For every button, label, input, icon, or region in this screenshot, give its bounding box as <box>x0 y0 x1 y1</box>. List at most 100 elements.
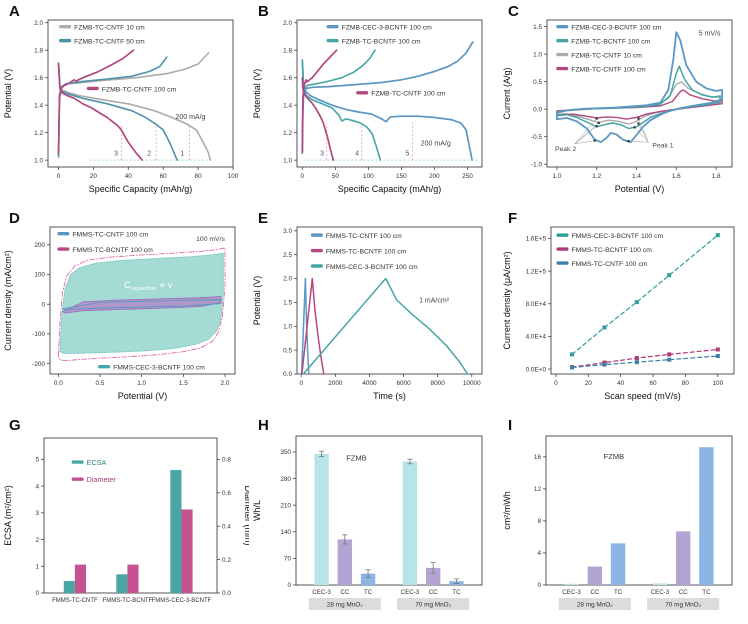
panel-a: A 0 20 40 60 80 100 1.0 1.2 1.4 1.6 1.8 2.0 Specific… <box>0 0 249 207</box>
svg-text:210: 210 <box>280 502 291 509</box>
svg-text:70 mg MnO₂: 70 mg MnO₂ <box>665 602 701 609</box>
svg-text:Potential (V): Potential (V) <box>252 276 262 326</box>
svg-text:3.0: 3.0 <box>283 228 292 235</box>
svg-text:1.4: 1.4 <box>34 102 43 109</box>
svg-text:ECSA (m²/cm²): ECSA (m²/cm²) <box>3 485 13 546</box>
svg-text:FZMB-TC-CNTF 10 cm: FZMB-TC-CNTF 10 cm <box>74 25 145 32</box>
svg-text:80: 80 <box>195 173 203 180</box>
svg-text:2.0: 2.0 <box>221 380 230 387</box>
svg-text:Current (A/g): Current (A/g) <box>502 67 512 119</box>
svg-text:1.8: 1.8 <box>712 173 721 180</box>
svg-text:1.0: 1.0 <box>283 157 292 164</box>
svg-text:5: 5 <box>35 457 39 464</box>
svg-text:1.2: 1.2 <box>592 173 601 180</box>
svg-text:FMMS-CEC-3-BCNTF: FMMS-CEC-3-BCNTF <box>152 598 212 604</box>
svg-text:10000: 10000 <box>463 380 481 387</box>
svg-text:200: 200 <box>34 242 45 249</box>
svg-text:cm²/mWh: cm²/mWh <box>502 491 512 530</box>
svg-text:0.0E+0: 0.0E+0 <box>526 366 547 373</box>
svg-text:CC: CC <box>590 589 599 596</box>
svg-text:-1.0: -1.0 <box>531 161 542 168</box>
svg-text:100 mV/s: 100 mV/s <box>196 236 225 243</box>
svg-text:FMMS-TC-BCNTF 100 cm: FMMS-TC-BCNTF 100 cm <box>326 248 407 255</box>
svg-text:2.0: 2.0 <box>34 20 43 27</box>
svg-text:200 mA/g: 200 mA/g <box>421 141 451 148</box>
svg-text:FZMB-TC-CNTF 100 cm: FZMB-TC-CNTF 100 cm <box>571 66 646 73</box>
svg-text:100: 100 <box>228 173 239 180</box>
svg-text:2.0: 2.0 <box>283 276 292 283</box>
svg-text:20: 20 <box>585 380 593 387</box>
svg-text:4: 4 <box>355 150 359 157</box>
svg-text:1.6E+5: 1.6E+5 <box>526 236 547 243</box>
svg-text:0: 0 <box>537 582 541 589</box>
svg-text:Potential (V): Potential (V) <box>615 184 665 194</box>
panel-letter-i: I <box>508 417 513 434</box>
svg-text:CEC-3: CEC-3 <box>651 589 670 596</box>
svg-text:CEC-3: CEC-3 <box>312 589 331 596</box>
svg-text:Wh/L: Wh/L <box>252 500 262 521</box>
svg-text:100: 100 <box>363 173 374 180</box>
svg-text:4000: 4000 <box>362 380 377 387</box>
panel-letter-h: H <box>258 417 269 434</box>
svg-text:0.4: 0.4 <box>222 523 231 530</box>
svg-text:28 mg MnO₂: 28 mg MnO₂ <box>577 602 613 609</box>
svg-text:1.0: 1.0 <box>533 51 542 58</box>
svg-text:0.0: 0.0 <box>54 380 63 387</box>
panel-letter-d: D <box>9 210 20 227</box>
svg-text:Potential (V): Potential (V) <box>118 391 168 401</box>
svg-text:1: 1 <box>35 563 39 570</box>
svg-text:1.0: 1.0 <box>283 323 292 330</box>
svg-text:140: 140 <box>280 529 291 536</box>
svg-text:100: 100 <box>34 272 45 279</box>
svg-text:5 mV/s: 5 mV/s <box>699 30 721 37</box>
panel-b-chart: 0 50 100 150 200 250 1.0 1.2 1.4 1.6 1.8 2.0 Specifi… <box>252 19 483 194</box>
svg-text:Peak 2: Peak 2 <box>555 146 576 153</box>
svg-text:FMMS-CEC-3-BCNTF 100 cm: FMMS-CEC-3-BCNTF 100 cm <box>326 264 418 271</box>
svg-text:Scan speed (mV/s): Scan speed (mV/s) <box>604 391 681 401</box>
svg-text:CEC-3: CEC-3 <box>401 589 420 596</box>
svg-text:-200: -200 <box>32 361 45 368</box>
svg-text:250: 250 <box>462 173 473 180</box>
panel-e-chart: 0 2000 4000 6000 8000 10000 0.0 0.5 1.0 1.5 2.0 2.5… <box>252 226 483 401</box>
panel-a-chart: 0 20 40 60 80 100 1.0 1.2 1.4 1.6 1.8 2.0 Specific C… <box>3 19 239 194</box>
svg-text:2: 2 <box>35 537 39 544</box>
svg-text:40: 40 <box>125 173 133 180</box>
svg-text:1.0: 1.0 <box>137 380 146 387</box>
svg-text:FMMS-TC-BCNTF 100 cm: FMMS-TC-BCNTF 100 cm <box>72 247 153 254</box>
svg-text:FMMS-TC-CNTF 100 cm: FMMS-TC-CNTF 100 cm <box>326 233 402 240</box>
svg-text:8.0E+4: 8.0E+4 <box>526 301 547 308</box>
svg-text:4.0E+4: 4.0E+4 <box>526 334 547 341</box>
svg-text:0: 0 <box>301 173 305 180</box>
svg-text:FMMS-CEC-3-BCNTF 100 cm: FMMS-CEC-3-BCNTF 100 cm <box>571 233 663 240</box>
svg-text:1.4: 1.4 <box>632 173 641 180</box>
svg-text:Specific Capacity (mAh/g): Specific Capacity (mAh/g) <box>89 184 193 194</box>
svg-text:FZMB-TC-CNTF 100 cm: FZMB-TC-CNTF 100 cm <box>371 91 446 98</box>
svg-text:0: 0 <box>41 301 45 308</box>
svg-text:FMMS-TC-BCNTF 100 cm: FMMS-TC-BCNTF 100 cm <box>571 247 652 254</box>
svg-text:50: 50 <box>332 173 340 180</box>
svg-text:0: 0 <box>554 380 558 387</box>
panel-letter-a: A <box>9 3 20 20</box>
svg-text:1.6: 1.6 <box>34 75 43 82</box>
svg-text:-0.5: -0.5 <box>531 134 542 141</box>
svg-text:ECSA: ECSA <box>87 458 107 467</box>
svg-text:1.2: 1.2 <box>283 130 292 137</box>
svg-text:Diameter (mm): Diameter (mm) <box>243 486 249 546</box>
svg-text:200: 200 <box>429 173 440 180</box>
svg-text:FZMB-TC-CNTF 10 cm: FZMB-TC-CNTF 10 cm <box>571 52 642 59</box>
svg-text:Peak 1: Peak 1 <box>652 143 673 150</box>
panel-f: F 0 20 40 60 80 100 0.0E+0 4.0E+4 8.0E+4 1.2E+5 1.… <box>499 207 748 414</box>
svg-text:1.2E+5: 1.2E+5 <box>526 268 547 275</box>
svg-text:350: 350 <box>280 449 291 456</box>
svg-text:3: 3 <box>35 510 39 517</box>
svg-text:0.0: 0.0 <box>283 371 292 378</box>
svg-text:TC: TC <box>364 589 373 596</box>
panel-g-chart: 0 1 2 3 4 5 0.0 0.2 0.4 0.6 0.8 ECSA (m²/cm²) Diamet… <box>3 437 253 604</box>
svg-text:8000: 8000 <box>431 380 446 387</box>
svg-text:5: 5 <box>405 150 409 157</box>
svg-text:0: 0 <box>299 380 303 387</box>
panel-b: B 0 50 100 150 200 250 1.0 1.2 1.4 1.6 1.8 2.0 Speci… <box>249 0 499 207</box>
panel-i: I 0 4 8 12 16 cm²/mWh CEC-3 CC TC CEC-3 CC TC 28 mg … <box>499 414 748 619</box>
